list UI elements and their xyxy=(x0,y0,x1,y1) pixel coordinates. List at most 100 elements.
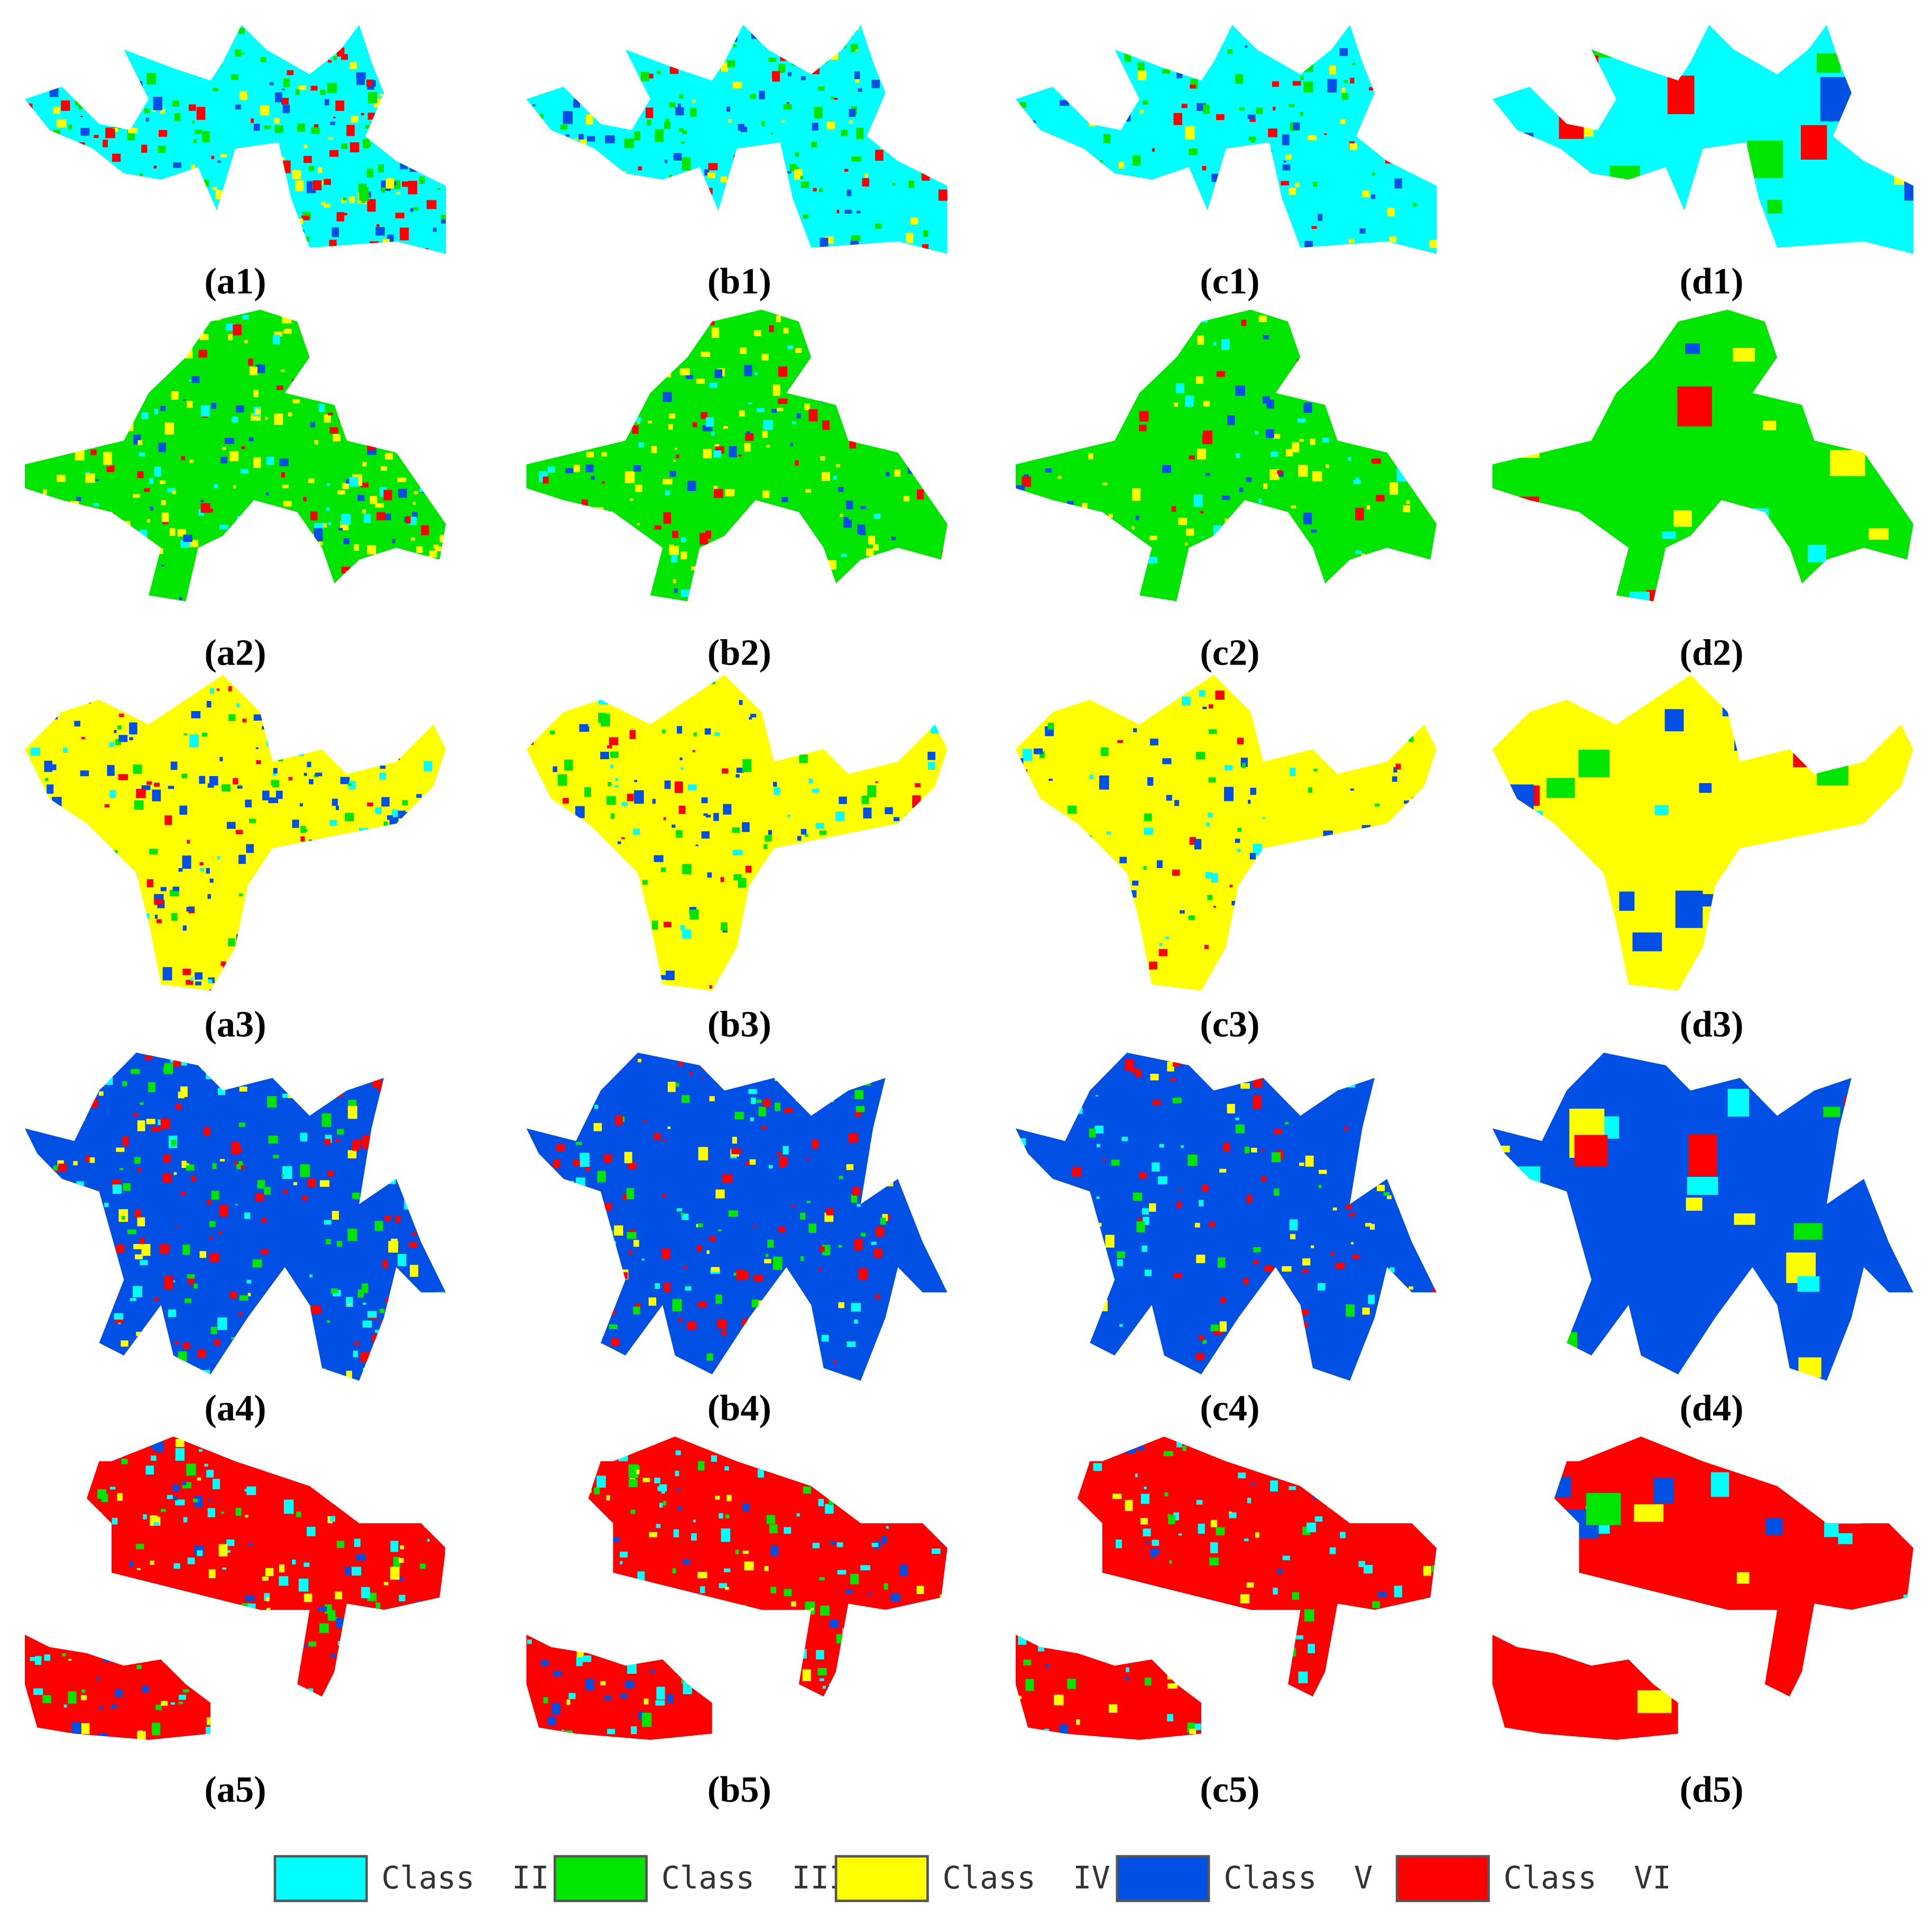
map-speckle xyxy=(737,1605,746,1612)
map-speckle xyxy=(609,1241,616,1248)
map-speckle xyxy=(33,1551,41,1560)
map-speckle xyxy=(1688,1134,1717,1176)
map-speckle xyxy=(1363,721,1368,728)
map-speckle xyxy=(435,119,439,123)
map-speckle xyxy=(705,530,711,539)
map-speckle xyxy=(812,1450,815,1454)
map-speckle xyxy=(392,743,401,753)
map-speckle xyxy=(149,569,154,572)
map-speckle xyxy=(1181,1145,1184,1148)
map-speckle xyxy=(542,806,546,808)
map-speckle xyxy=(145,1466,154,1475)
map-speckle xyxy=(1152,1540,1160,1546)
map-speckle xyxy=(1881,1688,1897,1709)
map-speckle xyxy=(183,534,193,542)
map-speckle xyxy=(195,972,203,980)
map-speckle xyxy=(583,1349,587,1352)
map-speckle xyxy=(394,898,403,903)
map-speckle xyxy=(619,96,624,100)
map-speckle xyxy=(180,1060,188,1066)
map-speckle xyxy=(1747,140,1783,178)
map-speckle xyxy=(784,1527,792,1534)
map-speckle xyxy=(219,757,223,762)
map-speckle xyxy=(626,1188,634,1200)
map-speckle xyxy=(281,97,289,105)
map-speckle xyxy=(845,848,855,858)
map-speckle xyxy=(605,135,615,144)
map-speckle xyxy=(333,1486,341,1495)
map-speckle xyxy=(425,901,433,911)
map-speckle xyxy=(78,981,85,988)
map-speckle xyxy=(404,726,408,730)
map-speckle xyxy=(1189,1728,1197,1735)
map-speckle xyxy=(1336,717,1344,722)
map-speckle xyxy=(51,714,58,720)
map-speckle xyxy=(236,405,244,413)
map-speckle xyxy=(729,36,738,42)
map-speckle xyxy=(435,1206,440,1211)
map-speckle xyxy=(90,1625,99,1631)
map-speckle xyxy=(233,485,236,489)
map-speckle xyxy=(777,408,784,411)
map-speckle xyxy=(672,1298,682,1312)
map-speckle xyxy=(1219,1321,1227,1332)
map-speckle xyxy=(437,1058,441,1062)
map-speckle xyxy=(320,201,326,205)
map-speckle xyxy=(1269,25,1276,34)
map-speckle xyxy=(1083,1516,1087,1521)
map-speckle xyxy=(871,79,880,88)
map-speckle xyxy=(443,1697,446,1699)
map-speckle xyxy=(1515,1734,1543,1740)
map-speckle xyxy=(627,794,634,801)
map-speckle xyxy=(539,569,546,577)
map-speckle xyxy=(241,446,245,449)
map-speckle xyxy=(1433,979,1437,984)
map-speckle xyxy=(266,456,274,465)
map-speckle xyxy=(585,961,590,967)
map-speckle xyxy=(154,327,163,341)
map-speckle xyxy=(1156,250,1163,254)
map-speckle xyxy=(548,406,555,414)
map-speckle xyxy=(76,142,85,155)
map-speckle xyxy=(307,761,311,768)
map-speckle xyxy=(269,514,273,518)
map-speckle xyxy=(363,1302,366,1305)
map-speckle xyxy=(1118,596,1125,602)
map-speckle xyxy=(758,1331,764,1339)
map-speckle xyxy=(330,1653,335,1657)
map-speckle xyxy=(1829,450,1865,476)
map-speckle xyxy=(327,1320,330,1323)
map-speckle xyxy=(585,223,593,228)
map-speckle xyxy=(236,148,241,151)
map-speckle xyxy=(1171,506,1176,512)
map-speckle xyxy=(39,1175,42,1177)
map-speckle xyxy=(926,943,934,951)
map-speckle xyxy=(1371,194,1376,199)
map-speckle xyxy=(1023,1660,1032,1666)
map-speckle xyxy=(846,1164,854,1171)
map-speckle xyxy=(88,561,99,573)
map-speckle xyxy=(426,1113,430,1117)
map-speckle xyxy=(1105,1234,1115,1248)
map-speckle xyxy=(390,1732,400,1740)
map-speckle xyxy=(638,1711,645,1720)
map-speckle xyxy=(831,1702,841,1714)
map-speckle xyxy=(66,1237,72,1241)
map-speckle xyxy=(1054,1357,1061,1363)
map-speckle xyxy=(886,1526,889,1529)
map-speckle xyxy=(1138,355,1145,365)
map-speckle xyxy=(195,35,198,38)
map-speckle xyxy=(873,62,876,64)
map-speckle xyxy=(1331,1451,1336,1454)
map-speckle xyxy=(158,145,166,153)
map-speckle xyxy=(228,569,235,577)
map-speckle xyxy=(1172,341,1177,347)
map-speckle xyxy=(334,597,339,602)
map-speckle xyxy=(857,524,866,534)
map-panel xyxy=(526,675,947,991)
map-speckle xyxy=(1223,1142,1230,1152)
map-speckle xyxy=(811,62,820,69)
map-speckle xyxy=(214,484,218,489)
map-speckle xyxy=(587,935,596,945)
map-speckle xyxy=(620,1561,623,1565)
